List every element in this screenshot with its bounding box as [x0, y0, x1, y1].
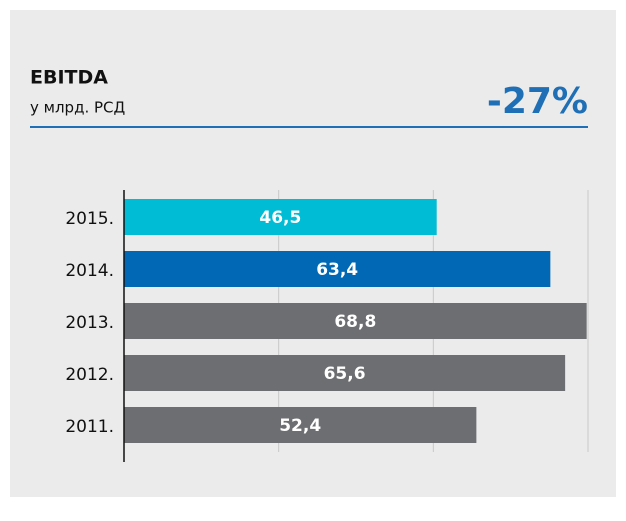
value-label: 65,6 — [324, 364, 366, 384]
bar — [124, 407, 477, 443]
bar — [124, 251, 551, 287]
y-tick-label: 2011. — [65, 417, 114, 437]
value-label: 52,4 — [279, 416, 321, 436]
y-tick-label: 2013. — [65, 313, 114, 333]
value-label: 46,5 — [259, 208, 301, 228]
value-label: 68,8 — [334, 312, 376, 332]
y-tick-label: 2014. — [65, 261, 114, 281]
value-label: 63,4 — [316, 260, 358, 280]
bar — [124, 303, 587, 339]
y-tick-label: 2015. — [65, 209, 114, 229]
change-annotation: -27% — [487, 81, 588, 122]
bar — [124, 355, 566, 391]
bar — [124, 199, 437, 235]
chart-title: EBITDA — [30, 67, 108, 89]
y-tick-label: 2012. — [65, 365, 114, 385]
chart-subtitle: у млрд. РСД — [30, 99, 125, 117]
